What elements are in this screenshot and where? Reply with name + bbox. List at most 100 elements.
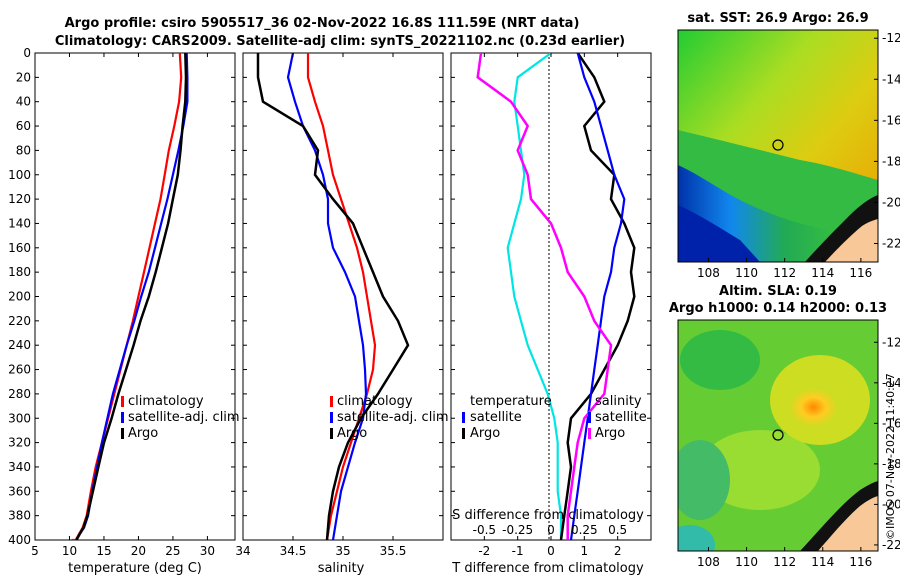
map-y-tick-label: -14 <box>882 376 900 390</box>
map-y-tick-label: -18 <box>882 457 900 471</box>
legend-label-satellite: satellite-adj. clim <box>128 410 240 425</box>
salinity-legend: climatology satellite-adj. clim Argo <box>330 394 449 441</box>
y-tick-label: 240 <box>8 338 31 352</box>
legend-swatch-satellite <box>330 412 333 423</box>
map-y-tick-label: -12 <box>882 335 900 349</box>
sla-map <box>678 320 878 551</box>
y-tick-label: 80 <box>16 143 31 157</box>
x-tick-label: -2 <box>478 544 490 558</box>
y-tick-label: 220 <box>8 314 31 328</box>
map-y-tick-label: -20 <box>882 195 900 209</box>
y-tick-label: 380 <box>8 509 31 523</box>
legend-label-t-satellite: satellite <box>470 410 522 425</box>
main-title-line2: Climatology: CARS2009. Satellite-adj cli… <box>55 34 625 49</box>
legend-title-salinity: salinity <box>595 394 642 409</box>
series-line-s-satellite <box>569 53 626 540</box>
map-x-tick-label: 110 <box>735 555 758 569</box>
map-y-tick-label: -16 <box>882 113 900 127</box>
temperature-xlabel: temperature (deg C) <box>68 561 202 576</box>
sla-map-title-line1: Altim. SLA: 0.19 <box>719 284 837 299</box>
legend-swatch-t-satellite <box>462 412 465 423</box>
x-tick-label: 5 <box>31 544 39 558</box>
legend-label-argo: Argo <box>128 426 158 441</box>
map-y-tick-label: -12 <box>882 31 900 45</box>
map-y-tick-label: -20 <box>882 497 900 511</box>
y-tick-label: 400 <box>8 533 31 547</box>
y-tick-label: 360 <box>8 484 31 498</box>
sst-map <box>678 30 878 262</box>
difference-legend: temperature satellite Argo salinity sate… <box>462 394 647 441</box>
map-x-tick-label: 114 <box>811 555 834 569</box>
map-x-tick-label: 112 <box>773 555 796 569</box>
y-tick-label: 20 <box>16 70 31 84</box>
y-tick-label: 140 <box>8 216 31 230</box>
x-top-tick-label: -0.5 <box>473 523 496 537</box>
x-tick-label: 30 <box>200 544 215 558</box>
series-line-climatology <box>306 53 377 540</box>
map-y-tick-label: -14 <box>882 72 900 86</box>
main-title-line1: Argo profile: csiro 5905517_36 02-Nov-20… <box>65 16 580 31</box>
x-top-tick-label: 0 <box>547 523 555 537</box>
series-line-argo <box>75 53 188 540</box>
sla-map-frame <box>677 319 879 552</box>
x-tick-label: 34.5 <box>280 544 307 558</box>
imos-timestamp: ©IMOS 07-Nov-2022 11:40:27 <box>884 373 897 540</box>
y-tick-label: 280 <box>8 387 31 401</box>
series-line-satellite-adj-clim <box>286 53 368 540</box>
x-tick-label: 10 <box>62 544 77 558</box>
legend-title-temperature: temperature <box>470 394 552 409</box>
difference-axes <box>450 52 652 541</box>
series-line-satellite-adj-clim <box>75 53 189 540</box>
series-line-s-argo <box>476 53 613 540</box>
y-tick-label: 320 <box>8 436 31 450</box>
y-tick-label: 0 <box>23 46 31 60</box>
x-top-tick-label: 0.25 <box>571 523 598 537</box>
y-tick-label: 300 <box>8 411 31 425</box>
x-tick-label: 35 <box>335 544 350 558</box>
x-tick-label: 35.5 <box>380 544 407 558</box>
x-tick-label: 0 <box>547 544 555 558</box>
map-x-tick-label: 114 <box>811 266 834 280</box>
legend-label-s-argo: Argo <box>595 426 625 441</box>
x-tick-label: 20 <box>131 544 146 558</box>
legend-label-s-satellite: satellite <box>595 410 647 425</box>
map-x-tick-label: 110 <box>735 266 758 280</box>
map-x-tick-label: 108 <box>697 266 720 280</box>
sst-argo-marker <box>772 139 784 151</box>
x-tick-label: 15 <box>96 544 111 558</box>
x-top-tick-label: -0.25 <box>502 523 533 537</box>
legend-swatch-argo <box>121 428 124 439</box>
legend-swatch-s-argo <box>588 428 591 439</box>
sst-map-frame <box>677 29 879 263</box>
legend-swatch-climatology <box>121 396 124 407</box>
sla-argo-marker <box>772 429 784 441</box>
map-x-tick-label: 116 <box>849 266 872 280</box>
map-x-tick-label: 116 <box>849 555 872 569</box>
map-x-tick-label: 112 <box>773 266 796 280</box>
map-y-tick-label: -16 <box>882 416 900 430</box>
map-y-tick-label: -22 <box>882 237 900 251</box>
salinity-xlabel: salinity <box>318 561 365 576</box>
map-y-tick-label: -22 <box>882 538 900 552</box>
sla-map-title-line2: Argo h1000: 0.14 h2000: 0.13 <box>669 301 887 316</box>
series-line-t-argo <box>559 53 636 540</box>
legend-label-argo: Argo <box>337 426 367 441</box>
legend-swatch-s-satellite <box>588 412 591 423</box>
temperature-axes <box>34 52 236 541</box>
x-tick-label: 1 <box>581 544 589 558</box>
x-tick-label: 25 <box>165 544 180 558</box>
series-line-argo <box>256 53 410 540</box>
y-tick-label: 180 <box>8 265 31 279</box>
x-top-tick-label: 0.5 <box>608 523 627 537</box>
legend-swatch-t-argo <box>462 428 465 439</box>
difference-xlabel-top: S difference from climatology <box>452 508 644 523</box>
x-tick-label: -1 <box>512 544 524 558</box>
map-y-tick-label: -18 <box>882 154 900 168</box>
legend-label-satellite: satellite-adj. clim <box>337 410 449 425</box>
legend-swatch-satellite <box>121 412 124 423</box>
x-tick-label: 2 <box>614 544 622 558</box>
map-x-tick-label: 108 <box>697 555 720 569</box>
y-tick-label: 340 <box>8 460 31 474</box>
sst-map-title: sat. SST: 26.9 Argo: 26.9 <box>687 11 868 26</box>
